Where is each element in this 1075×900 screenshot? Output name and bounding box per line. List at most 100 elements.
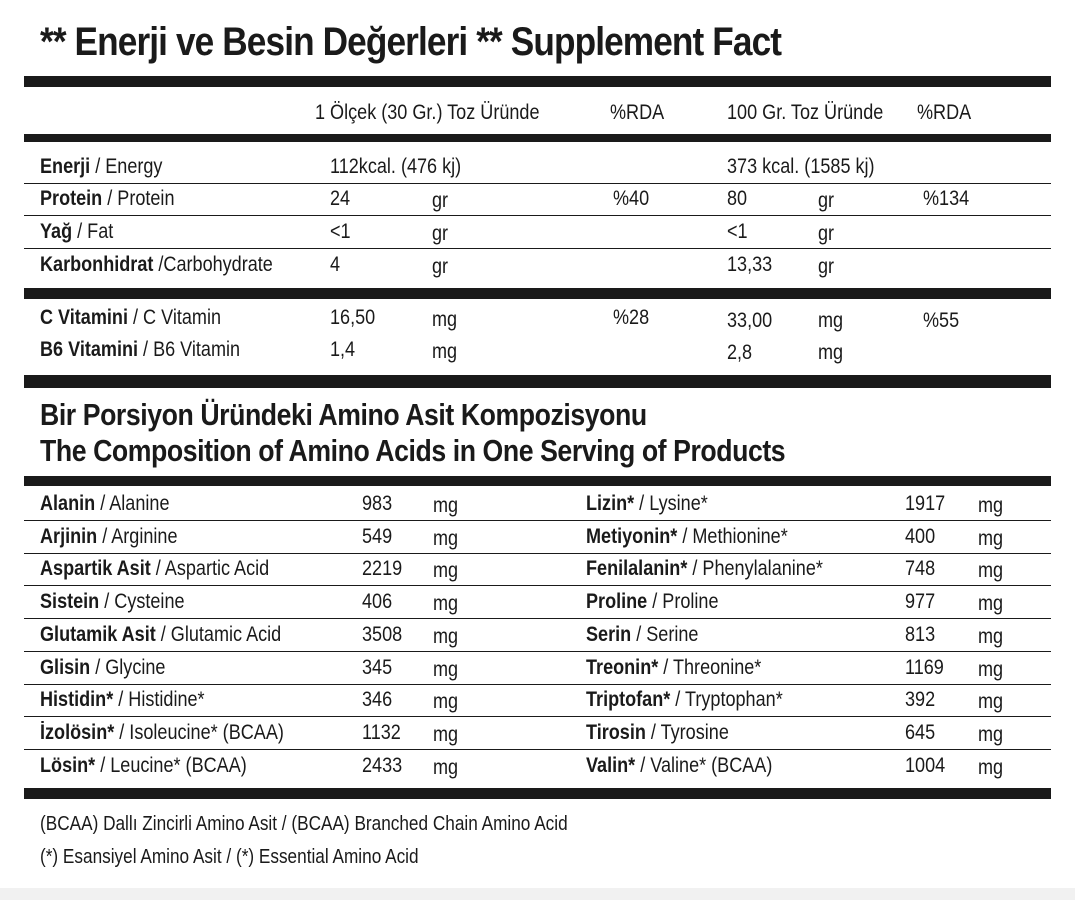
nutrient-name-tr: Lizin* <box>586 492 635 515</box>
row-divider <box>24 618 1051 619</box>
per100-unit: gr <box>818 255 835 278</box>
amino-value: 748 <box>905 557 936 580</box>
per100-value: 80 <box>727 187 748 210</box>
serving-value: 1,4 <box>330 338 356 361</box>
nutrient-name: Valin* / Valine* (BCAA) <box>586 753 772 779</box>
per100-value: <1 <box>727 220 748 243</box>
nutrient-name-tr: Treonin* <box>586 656 659 679</box>
nutrient-name: C Vitamini / C Vitamin <box>40 305 221 331</box>
nutrient-name-tr: Aspartik Asit <box>40 557 151 580</box>
nutrient-name-en: / Fat <box>72 220 114 243</box>
nutrient-name-en: / Glycine <box>90 656 166 679</box>
nutrient-name: Glisin / Glycine <box>40 655 165 681</box>
nutrient-name-tr: Enerji <box>40 155 91 178</box>
nutrient-name-en: / Protein <box>102 187 175 210</box>
per100-unit: mg <box>818 309 844 332</box>
serving-value: 112kcal. (476 kj) <box>330 155 462 178</box>
nutrient-name-en: / B6 Vitamin <box>138 338 241 361</box>
amino-value: 345 <box>362 656 393 679</box>
amino-unit: mg <box>978 625 1004 648</box>
per100-unit: gr <box>818 222 835 245</box>
nutrient-name: Lizin* / Lysine* <box>586 491 708 517</box>
nutrient-name-tr: İzolösin* <box>40 721 115 744</box>
amino-value: 1169 <box>905 656 944 679</box>
amino-unit: mg <box>433 559 459 582</box>
nutrient-name-tr: Lösin* <box>40 754 96 777</box>
nutrient-name: Fenilalanin* / Phenylalanine* <box>586 556 823 582</box>
row-divider <box>24 749 1051 750</box>
nutrient-name-en: / Leucine* (BCAA) <box>95 754 247 777</box>
amino-heading-tr: Bir Porsiyon Üründeki Amino Asit Kompozi… <box>40 397 647 432</box>
nutrient-name-tr: Proline <box>586 590 648 613</box>
amino-value: 983 <box>362 492 393 515</box>
serving-value: 24 <box>330 187 351 210</box>
divider-bar <box>24 76 1051 87</box>
per100-unit: mg <box>818 341 844 364</box>
nutrient-name-en: / Histidine* <box>113 688 205 711</box>
divider-bar <box>24 134 1051 142</box>
nutrient-name-en: / Threonine* <box>658 656 762 679</box>
amino-value: 2433 <box>362 754 403 777</box>
divider-bar <box>24 288 1051 299</box>
nutrient-name-tr: Arjinin <box>40 525 98 548</box>
header-per-100g: 100 Gr. Toz Üründe <box>727 101 884 124</box>
row-divider <box>24 716 1051 717</box>
nutrient-name: Karbonhidrat /Carbohydrate <box>40 252 273 278</box>
amino-unit: mg <box>433 658 459 681</box>
amino-value: 3508 <box>362 623 403 646</box>
nutrient-name: Aspartik Asit / Aspartic Acid <box>40 556 269 582</box>
nutrient-name-tr: Metiyonin* <box>586 525 678 548</box>
nutrient-name-en: / Serine <box>631 623 699 646</box>
nutrient-name: Lösin* / Leucine* (BCAA) <box>40 753 247 779</box>
amino-value: 549 <box>362 525 393 548</box>
nutrient-name-tr: Glisin <box>40 656 91 679</box>
per100-rda: %134 <box>923 187 970 210</box>
row-divider <box>24 183 1051 184</box>
amino-value: 1132 <box>362 721 401 744</box>
row-divider <box>24 520 1051 521</box>
nutrient-name-tr: Protein <box>40 187 103 210</box>
footnote-bcaa: (BCAA) Dallı Zincirli Amino Asit / (BCAA… <box>40 813 568 835</box>
nutrient-name-tr: Serin <box>586 623 632 646</box>
nutrient-name: Treonin* / Threonine* <box>586 655 761 681</box>
nutrient-name: Serin / Serine <box>586 622 698 648</box>
page-title: ** Enerji ve Besin Değerleri ** Suppleme… <box>40 20 782 64</box>
nutrient-name-tr: Glutamik Asit <box>40 623 156 646</box>
serving-unit: gr <box>432 189 449 212</box>
nutrient-name: İzolösin* / Isoleucine* (BCAA) <box>40 720 284 746</box>
amino-value: 977 <box>905 590 936 613</box>
serving-rda: %28 <box>613 306 650 329</box>
serving-unit: mg <box>432 340 458 363</box>
nutrient-name-tr: Valin* <box>586 754 636 777</box>
row-divider <box>24 215 1051 216</box>
per100-unit: gr <box>818 189 835 212</box>
nutrient-name: Yağ / Fat <box>40 219 113 245</box>
nutrient-name-tr: Tirosin <box>586 721 646 744</box>
nutrient-name-en: / Glutamic Acid <box>155 623 282 646</box>
divider-bar <box>24 788 1051 799</box>
nutrient-name-en: / Isoleucine* (BCAA) <box>114 721 284 744</box>
amino-unit: mg <box>433 723 459 746</box>
nutrient-name-en: / C Vitamin <box>127 306 222 329</box>
nutrient-name-en: / Valine* (BCAA) <box>635 754 773 777</box>
header-serving: 1 Ölçek (30 Gr.) Toz Üründe <box>315 101 540 124</box>
serving-rda: %40 <box>613 187 650 210</box>
per100-value: 33,00 <box>727 309 773 332</box>
amino-value: 400 <box>905 525 936 548</box>
amino-unit: mg <box>978 658 1004 681</box>
amino-unit: mg <box>433 756 459 779</box>
nutrient-name: Protein / Protein <box>40 186 174 212</box>
nutrient-name: Glutamik Asit / Glutamic Acid <box>40 622 281 648</box>
nutrient-name-en: / Tryptophan* <box>670 688 783 711</box>
amino-unit: mg <box>978 756 1004 779</box>
nutrient-name-tr: B6 Vitamini <box>40 338 139 361</box>
amino-unit: mg <box>978 527 1004 550</box>
row-divider <box>24 553 1051 554</box>
row-divider <box>24 684 1051 685</box>
row-divider <box>24 585 1051 586</box>
nutrient-name: Arjinin / Arginine <box>40 524 178 550</box>
row-divider <box>24 651 1051 652</box>
nutrient-name: B6 Vitamini / B6 Vitamin <box>40 337 240 363</box>
footnote-essential: (*) Esansiyel Amino Asit / (*) Essential… <box>40 846 419 868</box>
